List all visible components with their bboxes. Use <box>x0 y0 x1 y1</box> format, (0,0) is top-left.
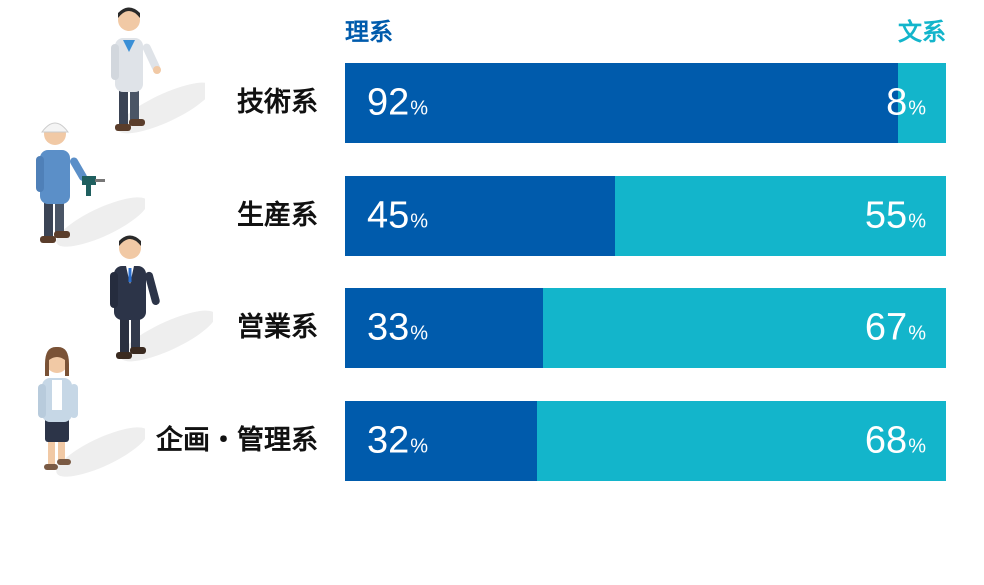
worker-woman-icon <box>38 346 145 477</box>
value-label-humanities: 68% <box>864 419 926 461</box>
value-label-science: 45% <box>367 194 429 236</box>
bar-segment-science <box>345 175 616 256</box>
legend-science: 理系 <box>345 18 393 46</box>
bar-segment-humanities <box>615 175 946 256</box>
stacked-bar: 33% 67% <box>345 288 946 368</box>
bar-segment-science <box>345 400 538 481</box>
category-label: 営業系 <box>237 312 318 343</box>
stacked-bar: 32% 68% <box>345 400 946 481</box>
value-label-science: 32% <box>367 419 429 461</box>
category-label: 生産系 <box>237 199 318 231</box>
value-label-humanities: 8% <box>886 81 926 124</box>
bar-segment-science <box>345 288 544 368</box>
bar-segment-humanities <box>537 400 946 481</box>
stacked-bar: 45% 55% <box>345 175 946 256</box>
worker-office-icon <box>111 7 205 134</box>
worker-suit-icon <box>110 235 213 362</box>
bar-segment-science <box>345 63 898 143</box>
value-label-humanities: 67% <box>864 306 926 349</box>
value-label-humanities: 55% <box>864 194 926 236</box>
bar-segment-humanities <box>543 288 946 368</box>
bar-segment-humanities <box>897 63 946 143</box>
category-label: 企画・管理系 <box>156 424 318 456</box>
legend-humanities: 文系 <box>898 18 946 46</box>
worker-helmet-drill-icon <box>36 122 145 247</box>
value-label-science: 92% <box>367 81 429 124</box>
stacked-bar: 92% 8% <box>345 63 946 143</box>
category-label: 技術系 <box>237 87 318 118</box>
value-label-science: 33% <box>367 306 429 349</box>
